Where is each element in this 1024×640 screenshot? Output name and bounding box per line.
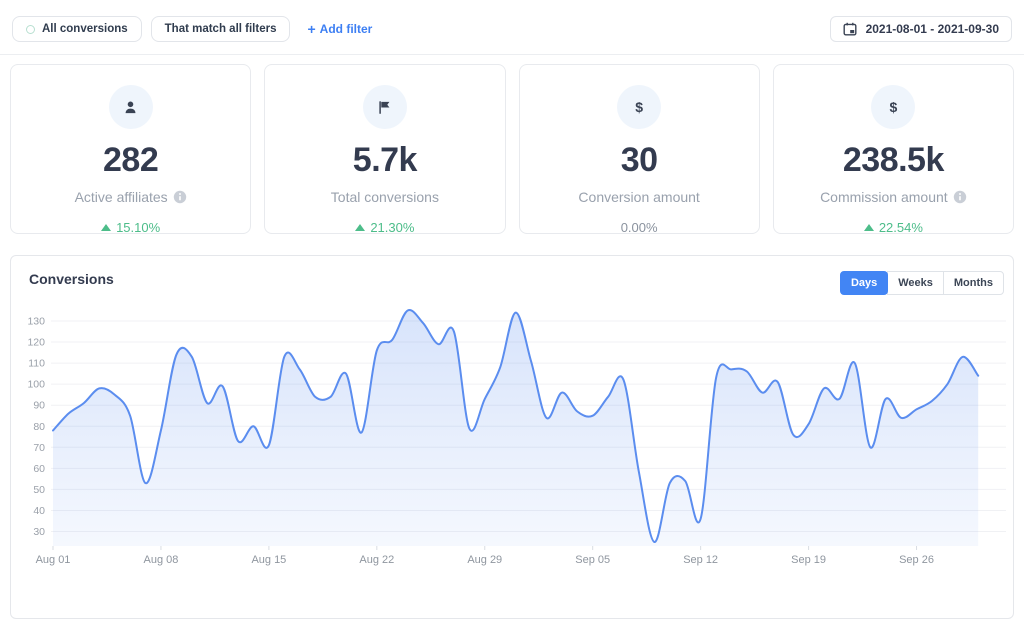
filter-toolbar: All conversions That match all filters +… (0, 0, 1024, 55)
trend-up-icon (863, 224, 874, 231)
add-filter-button[interactable]: + Add filter (307, 22, 372, 36)
svg-text:Aug 01: Aug 01 (36, 554, 71, 566)
svg-text:Sep 12: Sep 12 (683, 554, 718, 566)
stat-label: Active affiliates (74, 189, 168, 205)
stat-value: 5.7k (352, 141, 418, 179)
stat-card-conversion-amount: $ 30 Conversion amount 0.00% (518, 64, 760, 235)
svg-text:100: 100 (27, 379, 45, 391)
plus-icon: + (307, 21, 316, 37)
add-filter-label: Add filter (319, 22, 373, 36)
svg-text:60: 60 (33, 463, 45, 475)
svg-text:30: 30 (33, 526, 45, 538)
stat-label: Commission amount (820, 189, 948, 205)
svg-text:70: 70 (33, 442, 45, 454)
svg-text:90: 90 (33, 400, 45, 412)
info-icon[interactable] (173, 190, 187, 204)
tab-weeks[interactable]: Weeks (887, 271, 944, 295)
svg-text:Sep 19: Sep 19 (791, 554, 826, 566)
stat-value: 238.5k (842, 141, 945, 179)
conversions-chart: 30 40 50 60 70 80 90 100 110 120 130 Aug 01 Aug 08 Au… (11, 303, 1013, 576)
range-toggle: Days Weeks Months (839, 271, 1004, 295)
stat-label: Conversion amount (578, 189, 700, 205)
flag-icon (379, 100, 390, 114)
match-all-filters-button[interactable]: That match all filters (150, 16, 291, 42)
tab-days[interactable]: Days (839, 271, 889, 295)
filter-group: All conversions That match all filters +… (12, 16, 372, 42)
svg-text:120: 120 (27, 337, 45, 349)
stat-value: 282 (103, 141, 159, 179)
svg-text:Aug 15: Aug 15 (251, 554, 286, 566)
conversions-chart-svg: 30 40 50 60 70 80 90 100 110 120 130 Aug 01 Aug 08 Au… (27, 309, 1006, 566)
trend-up-icon (355, 224, 366, 231)
stat-value: 30 (620, 141, 658, 179)
match-all-filters-label: That match all filters (164, 23, 277, 35)
svg-text:80: 80 (33, 421, 45, 433)
svg-text:130: 130 (27, 316, 45, 328)
svg-text:Aug 08: Aug 08 (144, 554, 179, 566)
info-icon[interactable] (953, 190, 967, 204)
date-range-button[interactable]: 2021-08-01 - 2021-09-30 (829, 16, 1012, 42)
calendar-icon (843, 22, 857, 36)
all-conversions-label: All conversions (42, 23, 128, 35)
date-range-value: 2021-08-01 - 2021-09-30 (865, 22, 999, 36)
stat-card-commission-amount: $ 238.5k Commission amount 22.54% (772, 64, 1014, 235)
tab-months[interactable]: Months (942, 271, 1004, 295)
dollar-icon: $ (635, 99, 644, 115)
svg-text:110: 110 (28, 358, 45, 370)
conversions-panel: Conversions Days Weeks Months 30 40 50 60 70… (10, 255, 1014, 619)
svg-text:Sep 26: Sep 26 (899, 554, 934, 566)
stat-label: Total conversions (330, 189, 439, 205)
stat-change: 21.30% (370, 220, 415, 235)
svg-text:Aug 29: Aug 29 (467, 554, 502, 566)
panel-title: Conversions (29, 271, 114, 287)
svg-text:50: 50 (33, 484, 45, 496)
stat-change: 0.00% (620, 220, 658, 235)
all-conversions-button[interactable]: All conversions (12, 16, 142, 42)
svg-text:Sep 05: Sep 05 (575, 554, 610, 566)
stat-change: 15.10% (116, 220, 161, 235)
stat-change: 22.54% (878, 220, 923, 235)
svg-text:40: 40 (33, 505, 45, 517)
status-ring-icon (26, 24, 35, 34)
dollar-icon: $ (889, 99, 898, 115)
stats-row: 282 Active affiliates 15.10% 5.7k Total … (0, 55, 1024, 235)
stat-card-active-affiliates: 282 Active affiliates 15.10% (10, 64, 252, 235)
svg-text:Aug 22: Aug 22 (359, 554, 394, 566)
stat-card-total-conversions: 5.7k Total conversions 21.30% (264, 64, 506, 235)
trend-up-icon (101, 224, 112, 231)
user-icon (125, 101, 136, 113)
